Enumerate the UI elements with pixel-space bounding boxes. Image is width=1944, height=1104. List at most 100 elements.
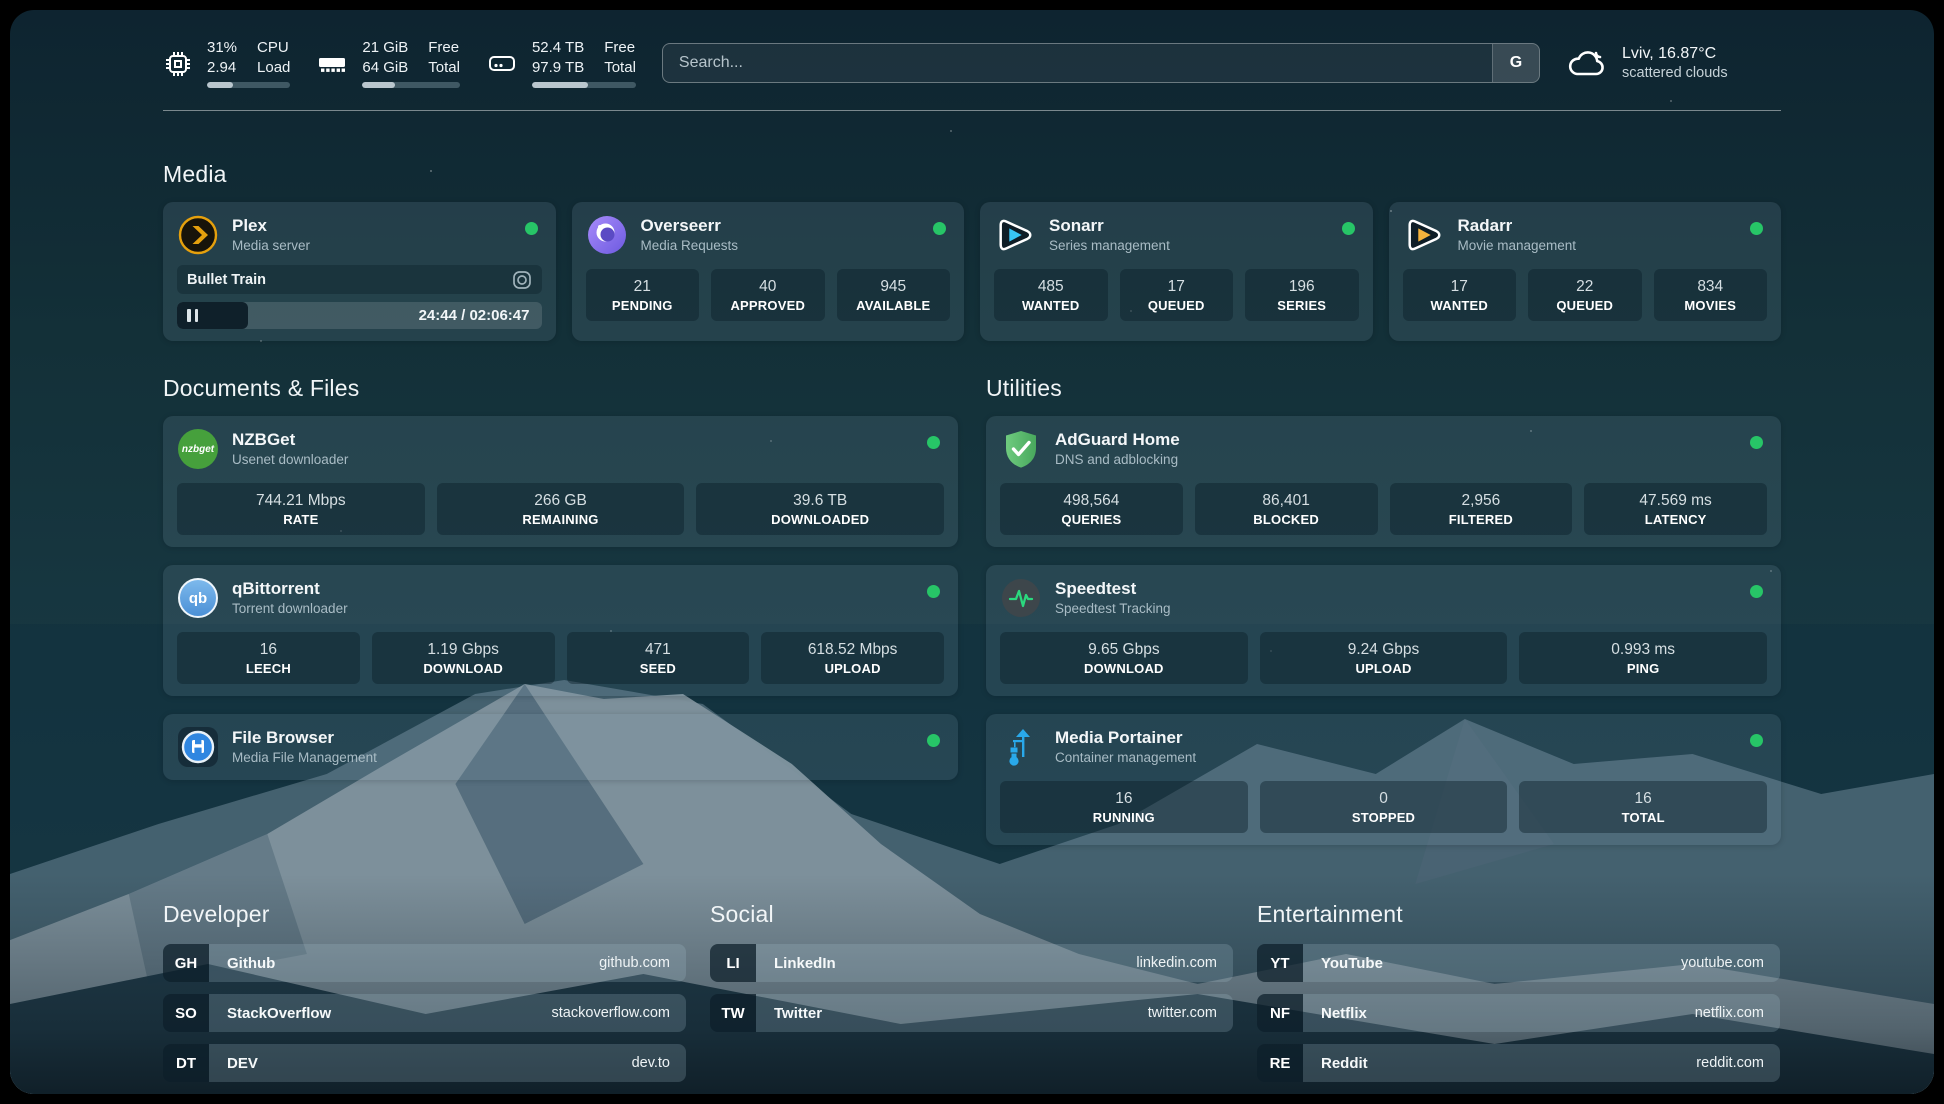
cpu-percent: 31% [207,39,238,56]
status-dot [927,436,940,449]
app-desc: Speedtest Tracking [1055,601,1171,616]
link-name: Twitter [774,1004,823,1022]
app-desc: Media server [232,238,311,253]
stat-tile: 1.19 Gbps DOWNLOAD [371,632,555,684]
app-card-adguard[interactable]: AdGuard Home DNS and adblocking 498,564 Q… [986,416,1781,547]
link-dev[interactable]: DT DEV dev.to [163,1044,686,1082]
stat-tile: 0.993 ms PING [1519,632,1768,684]
session-icon [512,270,531,289]
cpu-label: CPU [257,39,289,56]
disk-total-value: 97.9 TB [531,59,585,76]
links-developer: Developer GH Github github.com SO StackOv… [163,901,686,1094]
memory-total-label: Total [428,59,460,76]
search-engine-button[interactable]: G [1492,44,1539,82]
nzbget-icon: nzbget [177,428,219,470]
link-url: dev.to [631,1055,670,1071]
app-name: Media Portainer [1055,728,1183,747]
link-url: stackoverflow.com [551,1005,670,1021]
link-github[interactable]: GH Github github.com [163,944,686,982]
link-url: github.com [599,955,670,971]
app-card-filebrowser[interactable]: File Browser Media File Management [163,714,958,780]
stat-tile: 834 MOVIES [1653,269,1767,321]
app-desc: Torrent downloader [232,601,348,616]
stat-tile: 0 STOPPED [1259,781,1508,833]
app-desc: Movie management [1457,238,1577,253]
disk-free-label: Free [604,39,636,56]
overseerr-icon [586,214,628,256]
memory-progress-bar [362,82,460,88]
status-dot [1750,585,1763,598]
app-name: qBittorrent [232,579,320,598]
status-dot [1341,222,1355,235]
app-name: Sonarr [1049,216,1104,235]
stat-tile: 86,401 BLOCKED [1194,483,1378,535]
stat-tile: 21 PENDING [585,269,699,321]
weather-location: Lviv, 16.87°C [1622,45,1717,62]
app-name: Radarr [1457,216,1513,235]
status-dot [1750,222,1763,235]
app-name: File Browser [232,728,335,747]
app-card-qbittorrent[interactable]: qb qBittorrent Torrent downloader 16 LEEC… [163,565,958,696]
app-name: Plex [232,216,267,235]
stat-tile: 471 SEED [566,632,750,684]
section-title-utilities: Utilities [986,375,1062,401]
weather-condition: scattered clouds [1622,65,1728,81]
disk-stat: 52.4 TB 97.9 TB Free Total [486,38,636,88]
link-twitter[interactable]: TW Twitter twitter.com [710,994,1233,1032]
link-stackoverflow[interactable]: SO StackOverflow stackoverflow.com [163,994,686,1032]
link-abbr: SO [163,994,209,1032]
link-abbr: YT [1257,944,1303,982]
top-bar: 31% 2.94 CPU Load 21 GiB 64 GiB F [163,38,1781,88]
stat-tile: 39.6 TB DOWNLOADED [696,483,945,535]
sonarr-icon [994,214,1036,256]
header-divider [163,110,1781,111]
app-card-nzbget[interactable]: nzbget NZBGet Usenet downloader 744.21 M… [163,416,958,547]
app-desc: Media Requests [640,238,739,253]
documents-column: nzbget NZBGet Usenet downloader 744.21 M… [163,416,958,780]
portainer-icon [1000,726,1042,768]
link-linkedin[interactable]: LI LinkedIn linkedin.com [710,944,1233,982]
app-card-sonarr[interactable]: Sonarr Series management 485 WANTED 17 QUE… [980,202,1373,341]
cpu-stat: 31% 2.94 CPU Load [163,38,291,88]
memory-total-value: 64 GiB [362,59,409,76]
search-bar: G [661,43,1540,83]
link-name: Github [227,954,276,972]
app-card-speedtest[interactable]: Speedtest Speedtest Tracking 9.65 Gbps DO… [986,565,1781,696]
app-desc: Container management [1055,750,1197,765]
link-reddit[interactable]: RE Reddit reddit.com [1257,1044,1780,1082]
link-youtube[interactable]: YT YouTube youtube.com [1257,944,1780,982]
link-abbr: LI [710,944,756,982]
cloud-icon [1568,51,1604,76]
memory-stat: 21 GiB 64 GiB Free Total [316,38,460,88]
now-playing-row: Bullet Train [177,265,542,294]
stat-tile: 945 AVAILABLE [836,269,950,321]
cpu-load-label: Load [257,59,291,76]
app-card-overseerr[interactable]: Overseerr Media Requests 21 PENDING 40 APP… [571,202,964,341]
section-title-media: Media [163,161,227,187]
stat-tile: 2,956 FILTERED [1389,483,1573,535]
link-netflix[interactable]: NF Netflix netflix.com [1257,994,1780,1032]
app-name: Overseerr [640,216,721,235]
search-input[interactable] [662,44,1492,82]
app-name: NZBGet [232,430,296,449]
links-row: Developer GH Github github.com SO StackOv… [163,901,1781,1094]
app-card-plex[interactable]: Plex Media server Bullet Train [163,202,556,341]
section-title-social: Social [710,901,774,927]
section-title-entertainment: Entertainment [1257,901,1403,927]
link-name: Netflix [1321,1004,1367,1022]
stat-tile: 47.569 ms LATENCY [1584,483,1767,535]
disk-total-label: Total [604,59,636,76]
link-url: reddit.com [1696,1055,1764,1071]
app-card-portainer[interactable]: Media Portainer Container management 16 R… [986,714,1781,845]
stat-tile: 618.52 Mbps UPLOAD [761,632,944,684]
app-card-radarr[interactable]: Radarr Movie management 17 WANTED 22 QUEUE… [1388,202,1781,341]
radarr-icon [1403,214,1445,256]
stat-tile: 266 GB REMAINING [436,483,685,535]
links-entertainment: Entertainment YT YouTube youtube.com NF N… [1257,901,1780,1094]
disk-free-value: 52.4 TB [531,39,585,56]
stat-tile: 22 QUEUED [1528,269,1642,321]
stat-tile: 9.65 Gbps DOWNLOAD [1000,632,1248,684]
status-dot [1750,734,1763,747]
stat-tile: 196 SERIES [1245,269,1359,321]
speedtest-icon [1000,577,1042,619]
